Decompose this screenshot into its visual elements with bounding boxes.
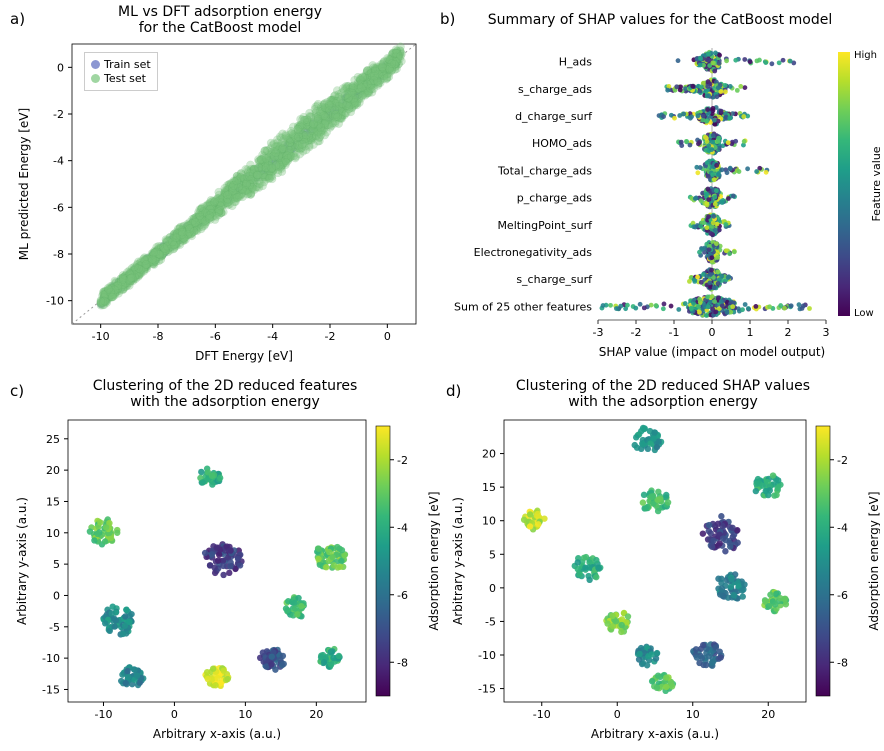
svg-text:Arbitrary x-axis (a.u.): Arbitrary x-axis (a.u.) <box>591 727 719 741</box>
legend-train: Train set <box>104 58 151 71</box>
svg-text:-4: -4 <box>837 521 848 534</box>
svg-text:0: 0 <box>614 708 621 721</box>
svg-text:-1: -1 <box>669 326 680 339</box>
svg-text:0: 0 <box>57 61 64 74</box>
panel-d: d) Clustering of the 2D reduced SHAP val… <box>446 378 880 748</box>
panel-a-title-line1: ML vs DFT adsorption energy <box>118 4 322 20</box>
svg-text:-8: -8 <box>53 248 64 261</box>
svg-text:Feature value: Feature value <box>870 146 880 221</box>
panel-c-title: Clustering of the 2D reduced features wi… <box>10 378 440 410</box>
svg-text:-10: -10 <box>478 649 496 662</box>
svg-text:H_ads: H_ads <box>559 56 592 69</box>
svg-text:SHAP value (impact on model ou: SHAP value (impact on model output) <box>599 345 826 359</box>
svg-text:5: 5 <box>53 558 60 571</box>
svg-text:-10: -10 <box>42 652 60 665</box>
svg-text:-6: -6 <box>53 201 64 214</box>
svg-text:-2: -2 <box>53 108 64 121</box>
svg-text:10: 10 <box>686 708 700 721</box>
panel-a: a) ML vs DFT adsorption energy for the C… <box>10 4 430 364</box>
svg-text:-6: -6 <box>210 330 221 343</box>
svg-text:-4: -4 <box>267 330 278 343</box>
svg-text:15: 15 <box>46 495 60 508</box>
svg-text:10: 10 <box>46 527 60 540</box>
panel-a-title-line2: for the CatBoost model <box>139 20 302 36</box>
svg-text:0: 0 <box>384 330 391 343</box>
svg-text:2: 2 <box>785 326 792 339</box>
svg-text:Arbitrary y-axis (a.u.): Arbitrary y-axis (a.u.) <box>15 497 29 625</box>
svg-text:-3: -3 <box>593 326 604 339</box>
svg-text:Low: Low <box>854 308 874 319</box>
svg-text:-6: -6 <box>397 589 408 602</box>
panel-c-svg: -10 0 10 20 -15 -10 -5 0 5 10 15 20 25 Arbitrary x-ax… <box>10 414 440 748</box>
svg-text:HOMO_ads: HOMO_ads <box>532 137 592 150</box>
svg-text:d_charge_surf: d_charge_surf <box>515 110 593 123</box>
panel-d-title-line2: with the adsorption energy <box>568 394 758 410</box>
svg-text:10: 10 <box>482 515 496 528</box>
svg-text:High: High <box>854 50 877 61</box>
svg-text:20: 20 <box>46 464 60 477</box>
legend-test: Test set <box>104 72 146 85</box>
svg-text:-6: -6 <box>837 589 848 602</box>
svg-text:-10: -10 <box>46 295 64 308</box>
svg-text:Total_charge_ads: Total_charge_ads <box>497 164 592 177</box>
svg-text:Electronegativity_ads: Electronegativity_ads <box>474 246 593 259</box>
panel-c: c) Clustering of the 2D reduced features… <box>10 378 440 748</box>
svg-text:-5: -5 <box>485 615 496 628</box>
svg-text:-10: -10 <box>92 330 110 343</box>
svg-text:-2: -2 <box>325 330 336 343</box>
svg-text:-8: -8 <box>837 656 848 669</box>
svg-text:Sum of 25 other features: Sum of 25 other features <box>454 300 592 313</box>
svg-text:-2: -2 <box>837 454 848 467</box>
svg-text:1: 1 <box>747 326 754 339</box>
panel-d-title: Clustering of the 2D reduced SHAP values… <box>446 378 880 410</box>
svg-text:5: 5 <box>489 548 496 561</box>
svg-text:-15: -15 <box>478 683 496 696</box>
svg-text:p_charge_ads: p_charge_ads <box>517 192 593 205</box>
panel-a-legend: Train set Test set <box>84 52 158 91</box>
svg-text:0: 0 <box>709 326 716 339</box>
svg-text:20: 20 <box>761 708 775 721</box>
svg-text:Adsorption energy [eV]: Adsorption energy [eV] <box>867 491 880 630</box>
panel-c-title-line2: with the adsorption energy <box>130 394 320 410</box>
svg-text:-10: -10 <box>94 708 112 721</box>
svg-text:Arbitrary y-axis (a.u.): Arbitrary y-axis (a.u.) <box>451 497 465 625</box>
svg-text:s_charge_ads: s_charge_ads <box>518 83 592 96</box>
panel-d-title-line1: Clustering of the 2D reduced SHAP values <box>516 378 810 394</box>
svg-text:-8: -8 <box>397 656 408 669</box>
svg-text:25: 25 <box>46 433 60 446</box>
svg-text:Adsorption energy [eV]: Adsorption energy [eV] <box>427 491 440 630</box>
panel-b-svg: -3 -2 -1 0 1 2 3 SHAP value (impact on model ou… <box>440 34 880 364</box>
svg-text:MeltingPoint_surf: MeltingPoint_surf <box>497 219 593 232</box>
svg-text:20: 20 <box>482 448 496 461</box>
svg-text:3: 3 <box>823 326 830 339</box>
svg-text:10: 10 <box>238 708 252 721</box>
svg-text:-4: -4 <box>397 521 408 534</box>
svg-text:0: 0 <box>171 708 178 721</box>
svg-text:20: 20 <box>309 708 323 721</box>
svg-text:0: 0 <box>53 589 60 602</box>
svg-text:-15: -15 <box>42 683 60 696</box>
svg-text:-2: -2 <box>631 326 642 339</box>
panel-a-title: ML vs DFT adsorption energy for the CatB… <box>10 4 430 36</box>
svg-text:Arbitrary x-axis (a.u.): Arbitrary x-axis (a.u.) <box>153 727 281 741</box>
panel-b: b) Summary of SHAP values for the CatBoo… <box>440 4 880 364</box>
panel-a-svg: -10 -8 -6 -4 -2 0 -10 -8 -6 -4 -2 0 DFT Energy [eV] M… <box>10 40 430 370</box>
test-marker-icon <box>91 74 100 83</box>
panel-c-title-line1: Clustering of the 2D reduced features <box>93 378 358 394</box>
svg-text:15: 15 <box>482 481 496 494</box>
svg-text:s_charge_surf: s_charge_surf <box>516 273 593 286</box>
train-marker-icon <box>91 60 100 69</box>
svg-text:-8: -8 <box>153 330 164 343</box>
svg-text:-4: -4 <box>53 155 64 168</box>
svg-text:-10: -10 <box>533 708 551 721</box>
panel-d-svg: -10 0 10 20 -15 -10 -5 0 5 10 15 20 Arbitrary x-axis… <box>446 414 880 748</box>
svg-text:0: 0 <box>489 582 496 595</box>
svg-text:ML predicted Energy [eV]: ML predicted Energy [eV] <box>17 108 31 260</box>
svg-text:-5: -5 <box>49 621 60 634</box>
svg-text:-2: -2 <box>397 454 408 467</box>
svg-text:DFT Energy [eV]: DFT Energy [eV] <box>195 349 293 363</box>
panel-b-title: Summary of SHAP values for the CatBoost … <box>440 12 880 28</box>
